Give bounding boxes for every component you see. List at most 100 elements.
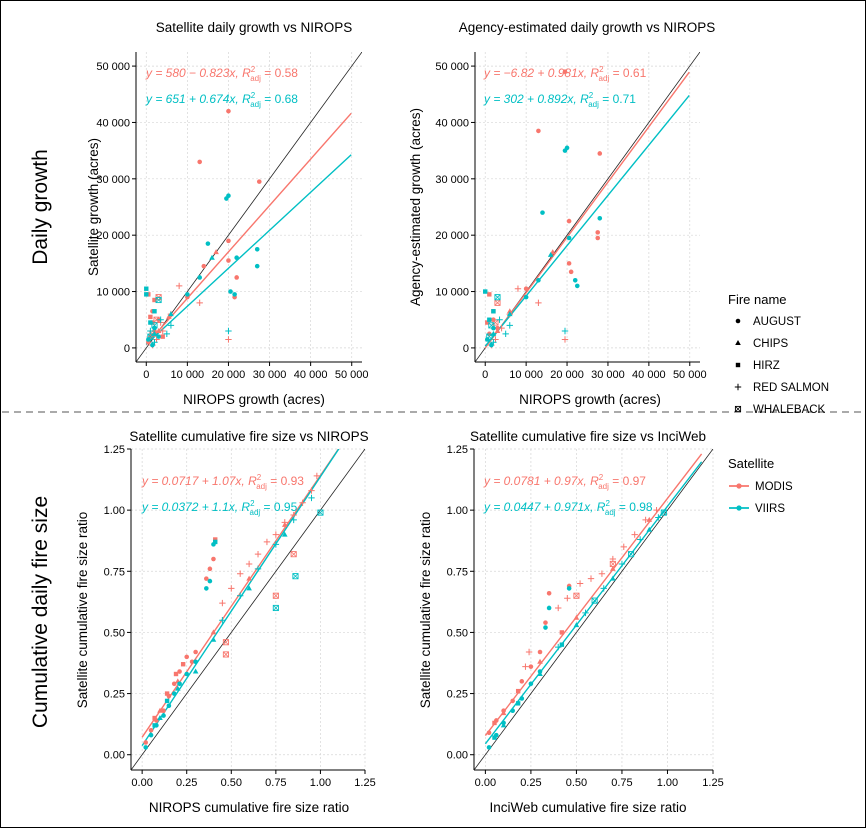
point-viirs — [225, 327, 232, 335]
point-viirs — [272, 541, 280, 548]
point-viirs — [228, 289, 233, 294]
x-tick-label: 10 000 — [171, 369, 205, 381]
point-viirs — [555, 643, 562, 651]
circle-icon — [735, 318, 741, 324]
x-tick-label: 30 000 — [591, 369, 625, 381]
x-tick-label: 0.00 — [475, 777, 496, 789]
point-viirs — [559, 642, 565, 647]
x-tick-label: 0.00 — [131, 777, 152, 789]
point-modis — [171, 681, 177, 687]
panels: 0 10 000 20 000 30 000 40 000 50 000 0 10 000 20… — [75, 20, 724, 815]
x-tick-label: 40 000 — [294, 369, 328, 381]
plus-icon — [734, 383, 742, 391]
point-modis — [492, 720, 497, 726]
point-modis — [189, 659, 195, 665]
point-viirs — [540, 210, 545, 215]
y-tick-label: 30 000 — [96, 174, 130, 186]
point-modis — [537, 649, 543, 655]
point-viirs — [254, 565, 262, 573]
point-viirs — [185, 292, 190, 297]
point-viirs — [151, 339, 158, 346]
x-tick-label: 10 000 — [509, 369, 543, 381]
points — [143, 472, 324, 750]
point-modis — [184, 654, 190, 660]
point-viirs — [491, 309, 496, 314]
point-modis — [228, 585, 235, 592]
legend-fire-item: WHALEBACK — [734, 404, 826, 416]
point-modis — [519, 679, 525, 684]
point-viirs — [171, 691, 177, 696]
identity-line — [131, 449, 365, 770]
point-viirs — [515, 701, 521, 706]
fit-annotation-modis: y = 0.0717 + 1.07x, R2 adj = 0.93 — [141, 473, 304, 491]
point-modis — [256, 179, 262, 184]
point-modis — [164, 691, 170, 696]
point-modis — [506, 308, 513, 314]
point-viirs — [573, 622, 580, 628]
point-viirs — [660, 509, 667, 516]
grid — [474, 448, 714, 770]
point-viirs — [582, 609, 589, 617]
x-tick-label: 1.00 — [657, 777, 678, 789]
point-modis — [281, 519, 288, 526]
fit-annotation-viirs: y = 651 + 0.674x, R2 adj = 0.68 — [145, 91, 298, 109]
point-modis — [573, 592, 580, 599]
point-viirs — [610, 575, 616, 581]
y-tick-label: 50 000 — [435, 61, 469, 73]
point-modis — [148, 727, 154, 733]
point-viirs — [523, 294, 529, 300]
point-modis — [226, 108, 231, 114]
row-label-cumulative: Cumulative daily fire size — [29, 496, 52, 728]
square-icon — [735, 362, 741, 368]
point-modis — [177, 669, 182, 674]
point-viirs — [519, 696, 525, 701]
point-modis — [290, 551, 297, 558]
x-tick-label: 40 000 — [632, 369, 666, 381]
legend-fire-label: AUGUST — [753, 316, 801, 328]
point-viirs — [193, 659, 198, 665]
fit-line-viirs — [484, 95, 690, 347]
point-modis — [299, 499, 306, 507]
point-modis — [510, 698, 515, 704]
fit-lines — [475, 52, 700, 362]
point-viirs — [489, 342, 494, 348]
x-axis-label: NIROPS cumulative fire size ratio — [149, 800, 349, 815]
point-viirs — [487, 317, 492, 322]
legend-fire-item: AUGUST — [735, 316, 801, 328]
point-modis — [525, 648, 533, 656]
point-modis — [313, 472, 321, 480]
x-tick-label: 50 000 — [335, 369, 369, 381]
point-viirs — [510, 708, 515, 713]
point-viirs — [543, 625, 548, 630]
point-viirs — [144, 292, 149, 297]
points — [483, 69, 603, 349]
point-modis — [160, 334, 165, 339]
point-viirs — [486, 333, 493, 340]
point-viirs — [628, 551, 635, 558]
fit-lines — [131, 449, 365, 770]
point-viirs — [164, 698, 170, 704]
point-modis — [152, 297, 157, 303]
points — [486, 506, 667, 750]
x-tick-label: 0 — [143, 369, 149, 381]
point-viirs — [192, 668, 199, 674]
point-modis — [175, 282, 183, 290]
point-viirs — [150, 342, 155, 348]
point-modis — [226, 238, 231, 244]
point-modis — [486, 730, 492, 736]
point-viirs — [591, 597, 598, 604]
point-viirs — [272, 604, 279, 612]
point-viirs — [224, 196, 229, 201]
point-modis — [555, 604, 562, 612]
point-modis — [564, 594, 571, 602]
x-tick-label: 30 000 — [253, 369, 287, 381]
chart-title: Satellite daily growth vs NIROPS — [156, 20, 353, 35]
point-modis — [196, 299, 203, 307]
point-viirs — [213, 539, 218, 545]
point-modis — [610, 565, 616, 571]
point-viirs — [197, 275, 202, 280]
fit-line-modis — [484, 453, 703, 737]
point-viirs — [636, 536, 644, 543]
point-modis — [234, 275, 239, 280]
point-modis — [207, 566, 213, 572]
